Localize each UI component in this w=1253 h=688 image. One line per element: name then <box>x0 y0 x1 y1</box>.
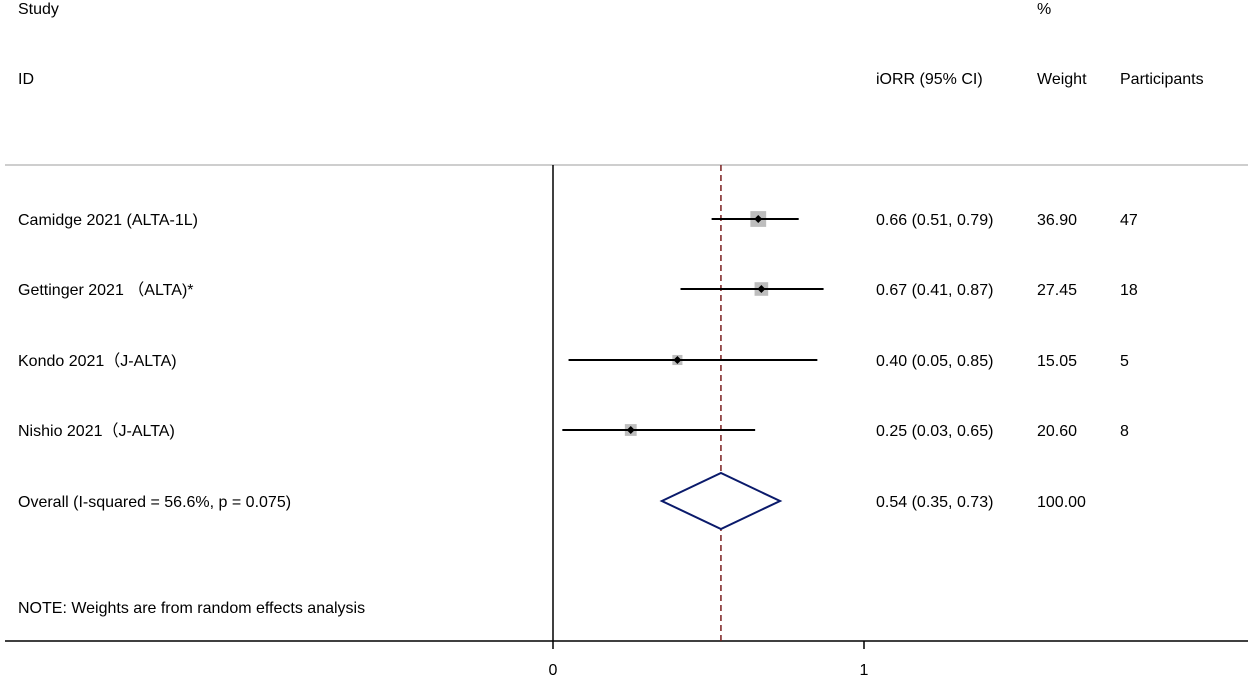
study-weight-label: 20.60 <box>1037 423 1077 440</box>
header-estimate-label: iORR (95% CI) <box>876 71 983 88</box>
study-point-estimate <box>757 285 766 293</box>
footnote: NOTE: Weights are from random effects an… <box>18 600 365 617</box>
overall-weight-label: 100.00 <box>1037 494 1086 511</box>
x-tick-label: 1 <box>860 662 869 679</box>
study-label: Camidge 2021 (ALTA-1L) <box>18 212 198 229</box>
study-weight-label: 36.90 <box>1037 212 1077 229</box>
study-point-estimate <box>673 356 682 364</box>
study-participants-label: 8 <box>1120 423 1129 440</box>
overall-diamond <box>659 471 783 531</box>
study-label: Nishio 2021（J-ALTA) <box>18 422 175 440</box>
overall-label: Overall (I-squared = 56.6%, p = 0.075) <box>18 494 291 511</box>
study-estimate-label: 0.66 (0.51, 0.79) <box>876 212 993 229</box>
header-participants-label: Participants <box>1120 71 1204 88</box>
study-point-estimate <box>754 215 763 223</box>
study-weight-label: 15.05 <box>1037 353 1077 370</box>
study-participants-label: 18 <box>1120 282 1138 299</box>
overall-estimate-label: 0.54 (0.35, 0.73) <box>876 494 993 511</box>
study-point-estimate <box>626 426 635 434</box>
study-estimate-label: 0.25 (0.03, 0.65) <box>876 423 993 440</box>
study-label: Kondo 2021（J-ALTA) <box>18 352 177 370</box>
forest-marks: Camidge 2021 (ALTA-1L) 0.66 (0.51, 0.79) 3… <box>18 165 1138 679</box>
header-study-line1: Study <box>18 1 59 18</box>
header-weight-line1: % <box>1037 1 1051 18</box>
study-participants-label: 47 <box>1120 212 1138 229</box>
header-study-line2: ID <box>18 71 34 88</box>
study-weight-label: 27.45 <box>1037 282 1077 299</box>
study-label: Gettinger 2021 （ALTA)* <box>18 281 194 299</box>
study-participants-label: 5 <box>1120 353 1129 370</box>
x-tick-label: 0 <box>549 662 558 679</box>
header-weight-line2: Weight <box>1037 71 1087 88</box>
study-estimate-label: 0.40 (0.05, 0.85) <box>876 353 993 370</box>
study-estimate-label: 0.67 (0.41, 0.87) <box>876 282 993 299</box>
